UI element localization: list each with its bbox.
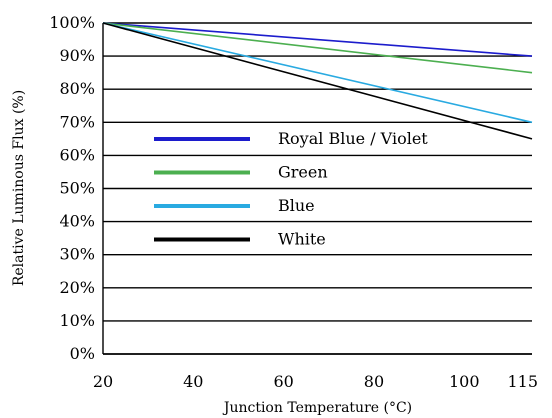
x-tick-label: 80: [364, 372, 384, 391]
series-lines: [102, 22, 533, 140]
y-tick-label: 20%: [59, 278, 95, 297]
y-tick-label: 40%: [59, 212, 95, 231]
y-tick-label: 50%: [59, 179, 95, 198]
x-axis-title: Junction Temperature (°C): [222, 400, 412, 416]
series-line-green: [102, 22, 533, 74]
y-tick-label: 80%: [59, 79, 95, 98]
legend-label-royal-blue-violet: Royal Blue / Violet: [278, 129, 428, 148]
legend-label-white: White: [278, 230, 326, 249]
legend-label-blue: Blue: [278, 196, 315, 215]
x-tick-label: 60: [273, 372, 293, 391]
y-tick-label: 10%: [59, 311, 95, 330]
x-tick-label: 20: [93, 372, 113, 391]
x-tick-label: 40: [183, 372, 203, 391]
y-tick-label: 30%: [59, 245, 95, 264]
y-tick-label: 90%: [59, 46, 95, 65]
series-line-royal-blue-violet: [102, 22, 533, 57]
x-tick-label: 115: [507, 372, 538, 391]
y-tick-label: 60%: [59, 145, 95, 164]
y-axis-title: Relative Luminous Flux (%): [11, 90, 27, 286]
y-tick-label: 100%: [49, 13, 95, 32]
y-tick-label: 0%: [70, 344, 95, 363]
series-line-blue: [102, 22, 533, 124]
series-line-white: [102, 22, 533, 140]
tick-labels: 0% 10% 20% 30% 40% 50% 60% 70% 80% 90% 100% 20 40 60 8…: [49, 13, 538, 391]
y-tick-label: 70%: [59, 112, 95, 131]
legend: Royal Blue / Violet Green Blue White: [152, 129, 428, 249]
legend-label-green: Green: [278, 163, 328, 182]
axes: [102, 23, 532, 355]
gridlines: [103, 22, 532, 355]
x-tick-label: 100: [449, 372, 480, 391]
